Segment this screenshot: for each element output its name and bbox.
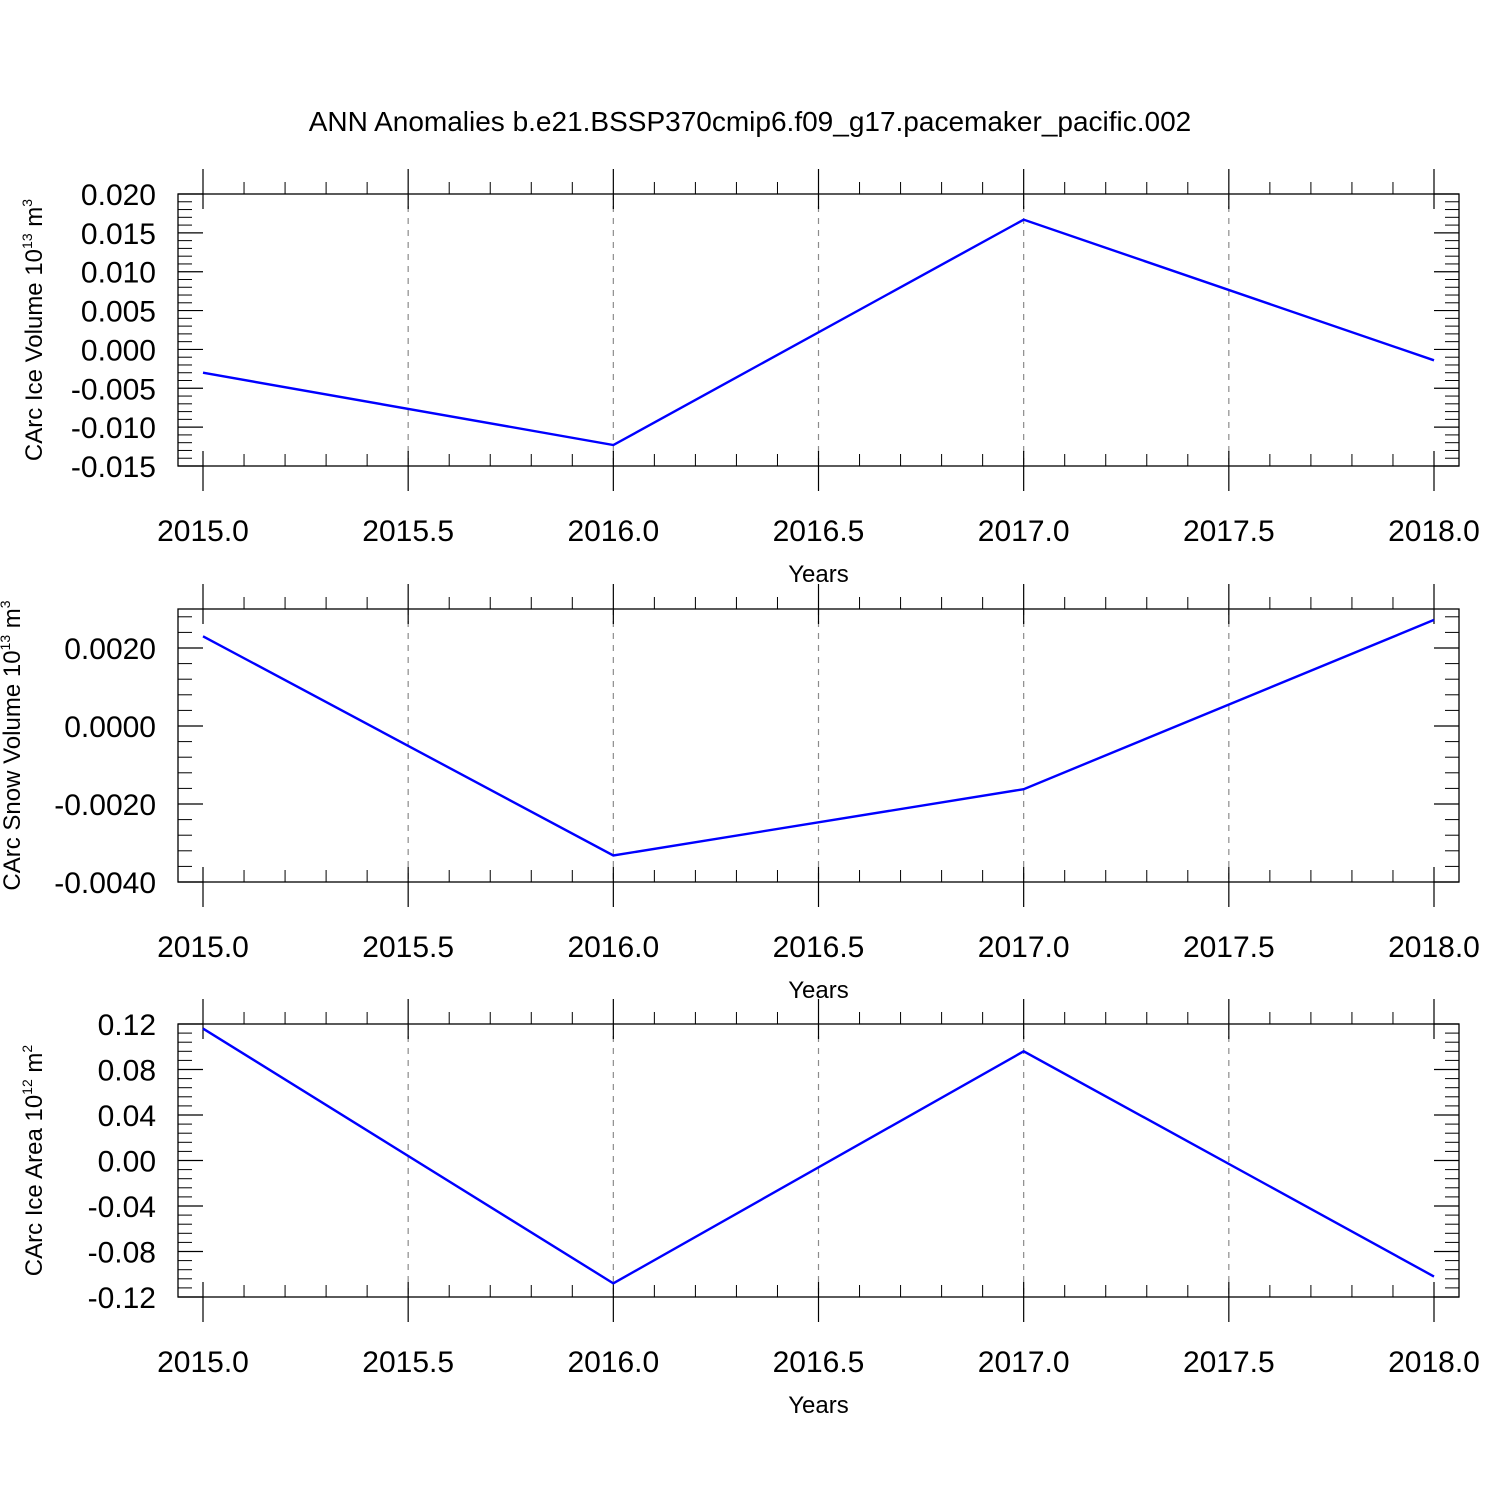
x-tick-label: 2018.0 <box>1388 515 1480 548</box>
y-tick-label: -0.12 <box>88 1282 156 1315</box>
y-axis-label-unit-exponent: 2 <box>19 1045 35 1053</box>
x-tick-label: 2015.0 <box>157 1346 249 1379</box>
panel-1: 2015.0 2015.5 2016.0 2016.5 2017.0 2017.5 2018… <box>19 169 1480 588</box>
y-axis-label-text: CArc Snow Volume 10 <box>0 650 26 890</box>
x-tick-label: 2017.5 <box>1183 931 1275 964</box>
x-tick-label: 2015.5 <box>362 515 454 548</box>
x-tick-label: 2018.0 <box>1388 1346 1480 1379</box>
y-tick-label: 0.010 <box>81 257 156 290</box>
y-tick-label: -0.010 <box>71 412 156 445</box>
y-axis-label: CArc Snow Volume 1013 m3 <box>0 600 26 890</box>
x-tick-label: 2015.0 <box>157 515 249 548</box>
series-line <box>202 218 1435 447</box>
y-tick-label: 0.0000 <box>64 711 156 744</box>
y-tick-label: 0.000 <box>81 334 156 367</box>
x-tick-label: 2016.5 <box>773 515 865 548</box>
y-axis-label: CArc Ice Area 1012 m2 <box>19 1045 48 1277</box>
x-tick-label: 2015.5 <box>362 1346 454 1379</box>
y-tick-label: -0.0040 <box>54 867 156 900</box>
y-tick-label: 0.0020 <box>64 633 156 666</box>
y-axis-label: CArc Ice Volume 1013 m3 <box>19 199 48 461</box>
y-axis-label-exponent: 12 <box>19 1079 35 1095</box>
y-axis-label-exponent: 13 <box>0 635 13 651</box>
panel-3: 2015.0 2015.5 2016.0 2016.5 2017.0 2017.5 2018… <box>19 999 1480 1419</box>
y-tick-label: -0.08 <box>88 1237 156 1270</box>
y-axis-label-unit-exponent: 3 <box>0 600 13 608</box>
y-tick-label: 0.12 <box>98 1009 156 1042</box>
x-tick-label: 2015.5 <box>362 931 454 964</box>
y-tick-label: 0.020 <box>81 179 156 212</box>
y-axis-label-unit: m <box>0 608 26 635</box>
y-axis-label-unit: m <box>21 1053 48 1080</box>
y-axis-label-exponent: 13 <box>19 233 35 249</box>
y-tick-label: 0.005 <box>81 296 156 329</box>
y-tick-label: -0.0020 <box>54 789 156 822</box>
y-axis-label-unit: m <box>21 207 48 234</box>
x-tick-label: 2018.0 <box>1388 931 1480 964</box>
x-axis-label: Years <box>788 1392 849 1419</box>
x-tick-label: 2016.5 <box>773 931 865 964</box>
x-tick-label: 2017.0 <box>978 515 1070 548</box>
x-tick-label: 2017.5 <box>1183 1346 1275 1379</box>
x-tick-label: 2017.0 <box>978 1346 1070 1379</box>
x-tick-label: 2017.0 <box>978 931 1070 964</box>
y-tick-label: -0.04 <box>88 1191 156 1224</box>
y-tick-label: 0.08 <box>98 1055 156 1088</box>
y-tick-label: -0.015 <box>71 451 156 484</box>
x-axis-label: Years <box>788 561 849 588</box>
y-tick-label: 0.00 <box>98 1146 156 1179</box>
y-axis-label-text: CArc Ice Volume 10 <box>21 249 48 461</box>
chart-title: ANN Anomalies b.e21.BSSP370cmip6.f09_g17… <box>309 106 1192 137</box>
x-tick-label: 2016.5 <box>773 1346 865 1379</box>
x-tick-label: 2015.0 <box>157 931 249 964</box>
x-tick-label: 2017.5 <box>1183 515 1275 548</box>
series-line <box>202 1027 1435 1285</box>
panel-2: 2015.0 2015.5 2016.0 2016.5 2017.0 2017.5 2018… <box>0 584 1480 1004</box>
x-tick-label: 2016.0 <box>567 1346 659 1379</box>
y-tick-label: -0.005 <box>71 373 156 406</box>
y-tick-label: 0.04 <box>98 1100 156 1133</box>
x-tick-label: 2016.0 <box>567 931 659 964</box>
y-axis-label-text: CArc Ice Area 10 <box>21 1095 48 1276</box>
x-tick-label: 2016.0 <box>567 515 659 548</box>
series-line <box>202 618 1435 857</box>
y-axis-label-unit-exponent: 3 <box>19 199 35 207</box>
y-tick-label: 0.015 <box>81 218 156 251</box>
